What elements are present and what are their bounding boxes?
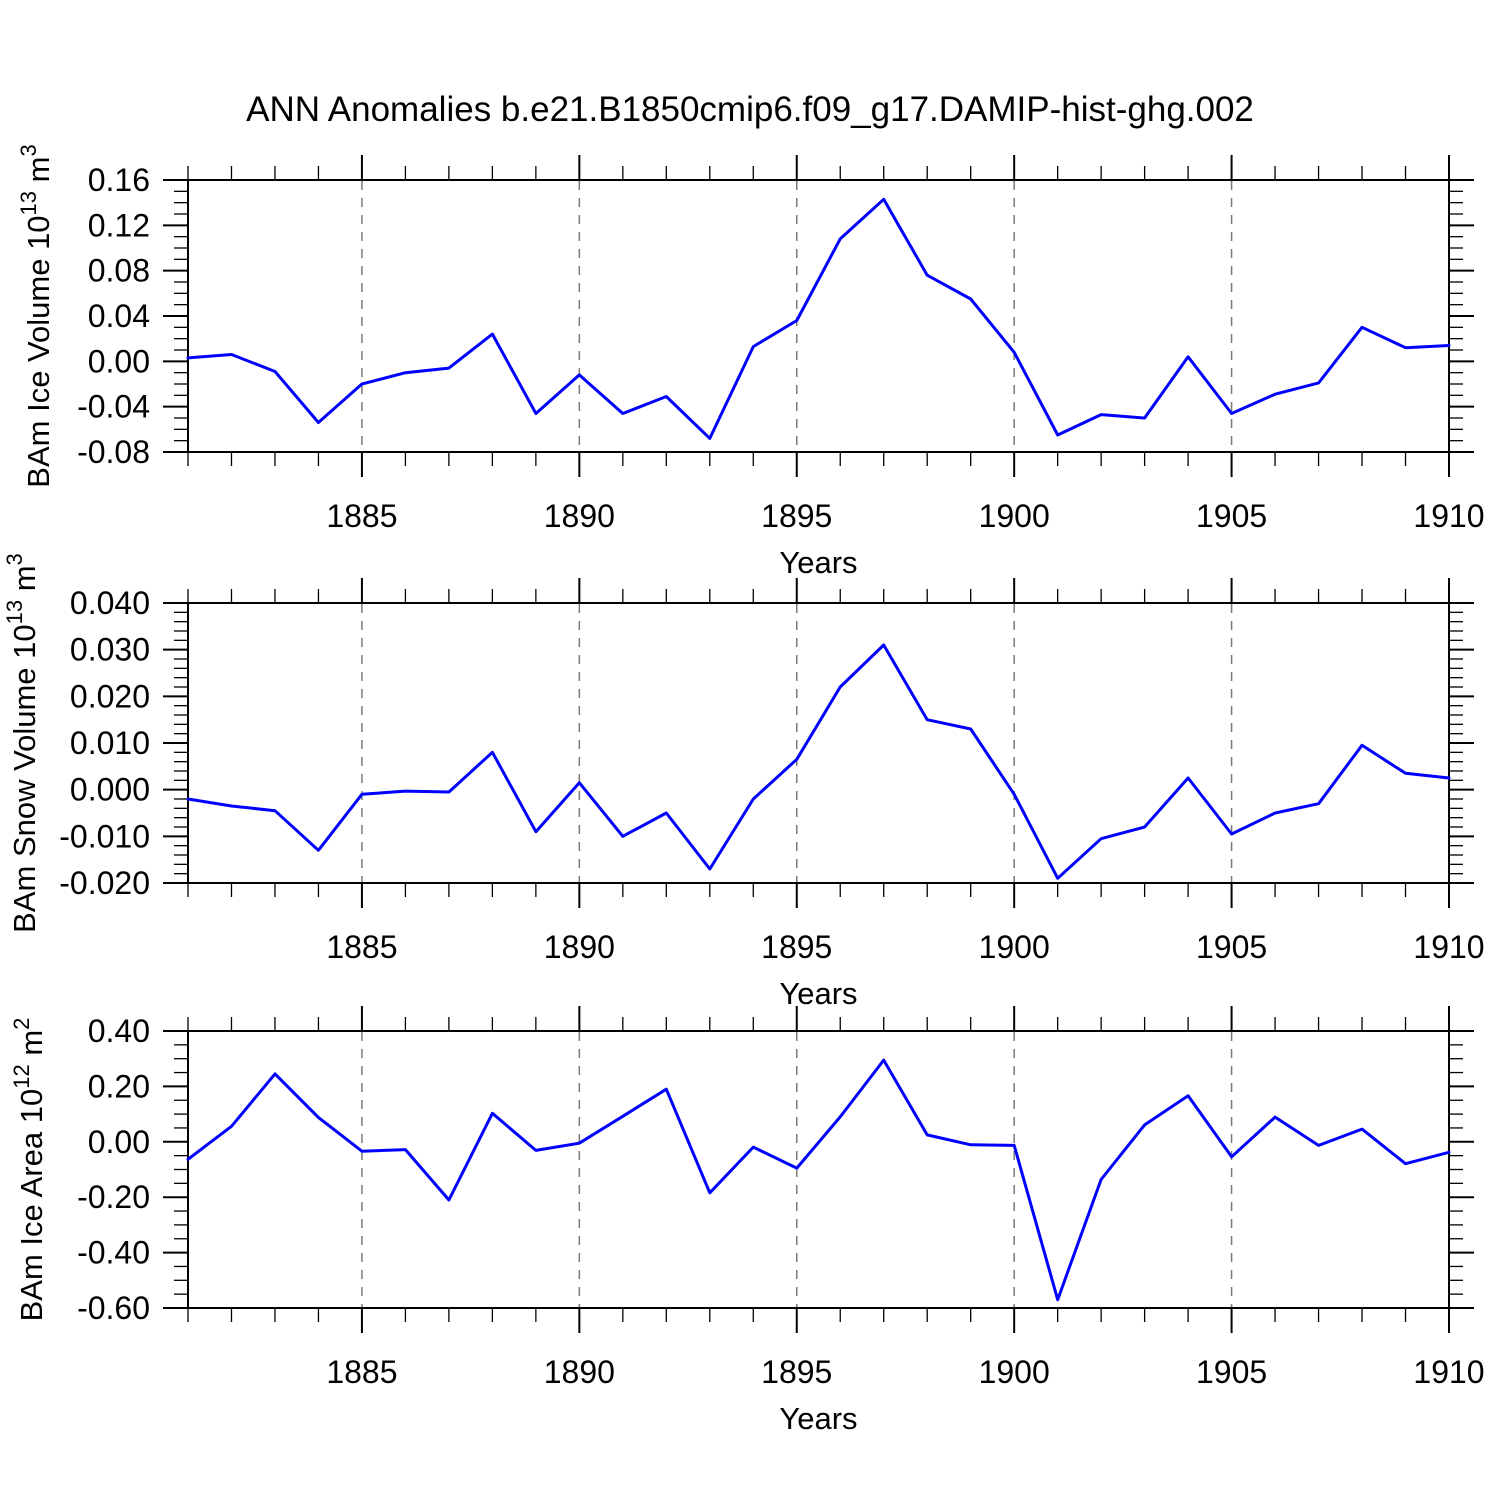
axis-ticks (163, 1006, 1474, 1333)
svg-text:0.010: 0.010 (70, 725, 150, 761)
x-tick-labels: 1885 1890 1895 1900 1905 1910 (326, 1354, 1484, 1390)
svg-text:1885: 1885 (326, 498, 397, 534)
svg-text:-0.60: -0.60 (77, 1290, 150, 1326)
svg-text:1890: 1890 (544, 1354, 615, 1390)
svg-text:1900: 1900 (979, 1354, 1050, 1390)
svg-text:0.00: 0.00 (88, 343, 150, 379)
gridlines (361, 604, 1233, 882)
y-tick-labels: -0.08 -0.04 0.00 0.04 0.08 0.12 0.16 (77, 162, 150, 470)
svg-text:0.20: 0.20 (88, 1068, 150, 1104)
series-line-ice-area (186, 1058, 1451, 1302)
svg-text:1910: 1910 (1413, 929, 1484, 965)
axis-ticks (163, 155, 1474, 477)
series-line-snow-volume (186, 643, 1451, 880)
x-axis-title: Years (779, 1401, 857, 1436)
series-line-ice-volume (186, 197, 1451, 440)
svg-text:-0.20: -0.20 (77, 1179, 150, 1215)
svg-text:1890: 1890 (544, 929, 615, 965)
svg-text:-0.010: -0.010 (59, 818, 150, 854)
svg-text:0.00: 0.00 (88, 1124, 150, 1160)
y-axis-title: BAm Ice Volume 1013 m3 (16, 144, 56, 487)
chart-title: ANN Anomalies b.e21.B1850cmip6.f09_g17.D… (246, 90, 1254, 129)
svg-text:-0.08: -0.08 (77, 434, 150, 470)
svg-text:0.040: 0.040 (70, 585, 150, 621)
svg-text:1890: 1890 (544, 498, 615, 534)
svg-text:-0.04: -0.04 (77, 389, 150, 425)
panel-snow-volume: -0.020 -0.010 0.000 0.010 0.020 0.030 0.040 188… (2, 553, 1485, 1011)
svg-text:0.40: 0.40 (88, 1013, 150, 1049)
svg-text:-0.40: -0.40 (77, 1235, 150, 1271)
y-tick-labels: -0.60 -0.40 -0.20 0.00 0.20 0.40 (77, 1013, 150, 1326)
plot-frame (187, 179, 1450, 453)
svg-text:1910: 1910 (1413, 498, 1484, 534)
svg-text:1895: 1895 (761, 498, 832, 534)
x-axis-title: Years (779, 545, 857, 580)
svg-text:0.16: 0.16 (88, 162, 150, 198)
svg-text:1910: 1910 (1413, 1354, 1484, 1390)
y-axis-title: BAm Ice Area 1012 m2 (9, 1018, 49, 1322)
svg-text:1885: 1885 (326, 929, 397, 965)
plot-frame (187, 1030, 1450, 1309)
y-axis-title: BAm Snow Volume 1013 m3 (2, 553, 42, 933)
svg-text:1900: 1900 (979, 498, 1050, 534)
svg-text:1895: 1895 (761, 1354, 832, 1390)
svg-text:1905: 1905 (1196, 1354, 1267, 1390)
svg-text:1900: 1900 (979, 929, 1050, 965)
x-tick-labels: 1885 1890 1895 1900 1905 1910 (326, 929, 1484, 965)
svg-text:-0.020: -0.020 (59, 865, 150, 901)
svg-text:0.030: 0.030 (70, 632, 150, 668)
svg-text:0.08: 0.08 (88, 253, 150, 289)
svg-text:1905: 1905 (1196, 929, 1267, 965)
x-axis-title: Years (779, 976, 857, 1011)
svg-text:0.04: 0.04 (88, 298, 150, 334)
plot-frame (187, 602, 1450, 884)
svg-text:0.020: 0.020 (70, 678, 150, 714)
gridlines (361, 181, 1233, 451)
y-tick-labels: -0.020 -0.010 0.000 0.010 0.020 0.030 0.040 (59, 585, 150, 901)
svg-text:0.000: 0.000 (70, 772, 150, 808)
svg-text:1895: 1895 (761, 929, 832, 965)
axis-ticks (163, 578, 1474, 908)
x-tick-labels: 1885 1890 1895 1900 1905 1910 (326, 498, 1484, 534)
svg-text:1885: 1885 (326, 1354, 397, 1390)
svg-text:1905: 1905 (1196, 498, 1267, 534)
svg-text:0.12: 0.12 (88, 207, 150, 243)
